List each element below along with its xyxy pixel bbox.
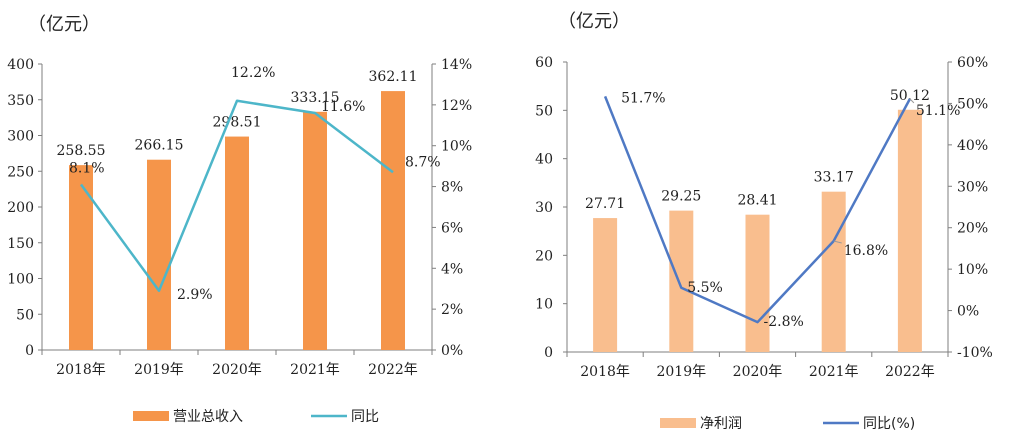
chart1-category-label: 2019年 <box>134 362 184 378</box>
chart2-right-tick-label: 40% <box>957 138 988 154</box>
chart1-bar <box>69 165 93 350</box>
chart1-bar-value-label: 258.55 <box>57 143 106 159</box>
chart1-right-tick-label: 2% <box>441 302 463 318</box>
chart2-right-tick-label: 0% <box>957 304 979 320</box>
chart1-right-tick-label: 6% <box>441 220 463 236</box>
chart2-category-label: 2020年 <box>733 364 783 380</box>
chart2-legend-line-label: 同比(%) <box>863 416 915 432</box>
chart1-line-value-label: 12.2% <box>231 65 275 81</box>
chart1-bar <box>303 111 327 350</box>
chart1-legend-bar-swatch <box>133 411 169 421</box>
chart1-left-tick-label: 350 <box>7 93 34 109</box>
chart2-left-tick-label: 0 <box>544 345 553 361</box>
chart2-unit-label: （亿元） <box>558 11 630 32</box>
chart2-line-series <box>603 95 912 324</box>
chart2-bar <box>745 214 770 352</box>
chart1-right-tick-label: 12% <box>441 98 472 114</box>
chart2-left-tick-label: 50 <box>535 103 553 119</box>
chart2-legend-bar-label: 净利润 <box>700 416 742 432</box>
chart2-bar-value-label: 27.71 <box>585 196 625 212</box>
chart1-line-value-label: 8.1% <box>69 161 105 177</box>
chart2-right-tick-label: -10% <box>957 345 993 361</box>
chart1-line-value-label: 11.6% <box>321 99 365 115</box>
chart2-category-label: 2022年 <box>885 364 935 380</box>
chart1-bar <box>225 136 249 350</box>
chart1-bar <box>381 91 405 351</box>
chart2-right-tick-label: 10% <box>957 262 988 278</box>
chart1-line-series <box>79 99 394 293</box>
chart2-left-tick-label: 20 <box>535 248 553 264</box>
chart2-line-label-leader <box>909 98 915 104</box>
chart2-left-tick-label: 60 <box>535 55 553 71</box>
chart2-line-label-leader <box>833 240 842 244</box>
chart2-left-tick-label: 40 <box>535 152 553 168</box>
chart2-line-value-label: 16.8% <box>844 243 888 259</box>
chart1-legend-line-label: 同比 <box>351 409 379 425</box>
chart1-right-tick-label: 14% <box>441 57 472 73</box>
chart1-left-tick-label: 100 <box>7 272 34 288</box>
chart1-left-tick-label: 400 <box>7 57 34 73</box>
chart1-category-label: 2020年 <box>212 362 262 378</box>
chart1-line-value-label: 8.7% <box>405 154 441 170</box>
chart2-left-tick-label: 30 <box>535 200 553 216</box>
chart1-left-tick-label: 200 <box>7 200 34 216</box>
chart2-right-tick-label: 50% <box>957 96 988 112</box>
chart1-bar-value-label: 362.11 <box>369 69 418 85</box>
chart2-bar-value-label: 28.41 <box>737 193 777 209</box>
chart1-category-label: 2022年 <box>368 362 418 378</box>
chart1-category-label: 2018年 <box>56 362 106 378</box>
chart1-right-tick-label: 8% <box>441 180 463 196</box>
chart2-bar <box>897 109 922 353</box>
chart1-legend-bar-label: 营业总收入 <box>173 409 243 425</box>
chart2-legend-bar-swatch <box>660 418 696 428</box>
chart2-bar <box>669 210 694 352</box>
chart2-line-value-label: 51.7% <box>621 90 665 106</box>
chart1-right-tick-label: 0% <box>441 343 463 359</box>
chart2-line-value-label: 51.1% <box>916 103 960 119</box>
chart2-line-value-label: 5.5% <box>687 280 723 296</box>
chart2-bar-value-label: 29.25 <box>661 189 701 205</box>
chart1-unit-label: （亿元） <box>28 14 100 35</box>
chart1-left-tick-label: 50 <box>16 307 34 323</box>
chart1-right-tick-label: 4% <box>441 261 463 277</box>
chart1-line-value-label: 2.9% <box>177 287 213 303</box>
chart2-right-tick-label: 60% <box>957 55 988 71</box>
chart2-right-tick-label: 20% <box>957 221 988 237</box>
chart2-bar <box>593 218 618 352</box>
chart2-bar-value-label: 50.12 <box>890 88 930 104</box>
chart2-bar-value-label: 33.17 <box>814 170 854 186</box>
chart1-left-tick-label: 300 <box>7 129 34 145</box>
chart2-left-tick-label: 10 <box>535 297 553 313</box>
chart1-bar <box>147 159 171 350</box>
chart1-left-tick-label: 0 <box>25 343 34 359</box>
chart1-category-label: 2021年 <box>290 362 340 378</box>
chart2-category-label: 2021年 <box>809 364 859 380</box>
chart2-category-label: 2018年 <box>580 364 630 380</box>
chart2-line-value-label: -2.8% <box>764 314 804 330</box>
chart2-category-label: 2019年 <box>656 364 706 380</box>
chart1-bar-value-label: 266.15 <box>135 138 184 154</box>
chart2-right-tick-label: 30% <box>957 179 988 195</box>
chart2-bar <box>821 191 846 352</box>
chart1-right-tick-label: 10% <box>441 139 472 155</box>
chart1-left-tick-label: 250 <box>7 164 34 180</box>
chart1-left-tick-label: 150 <box>7 236 34 252</box>
chart1-bar-value-label: 333.15 <box>291 90 340 106</box>
chart1-bar-value-label: 298.51 <box>213 115 262 131</box>
